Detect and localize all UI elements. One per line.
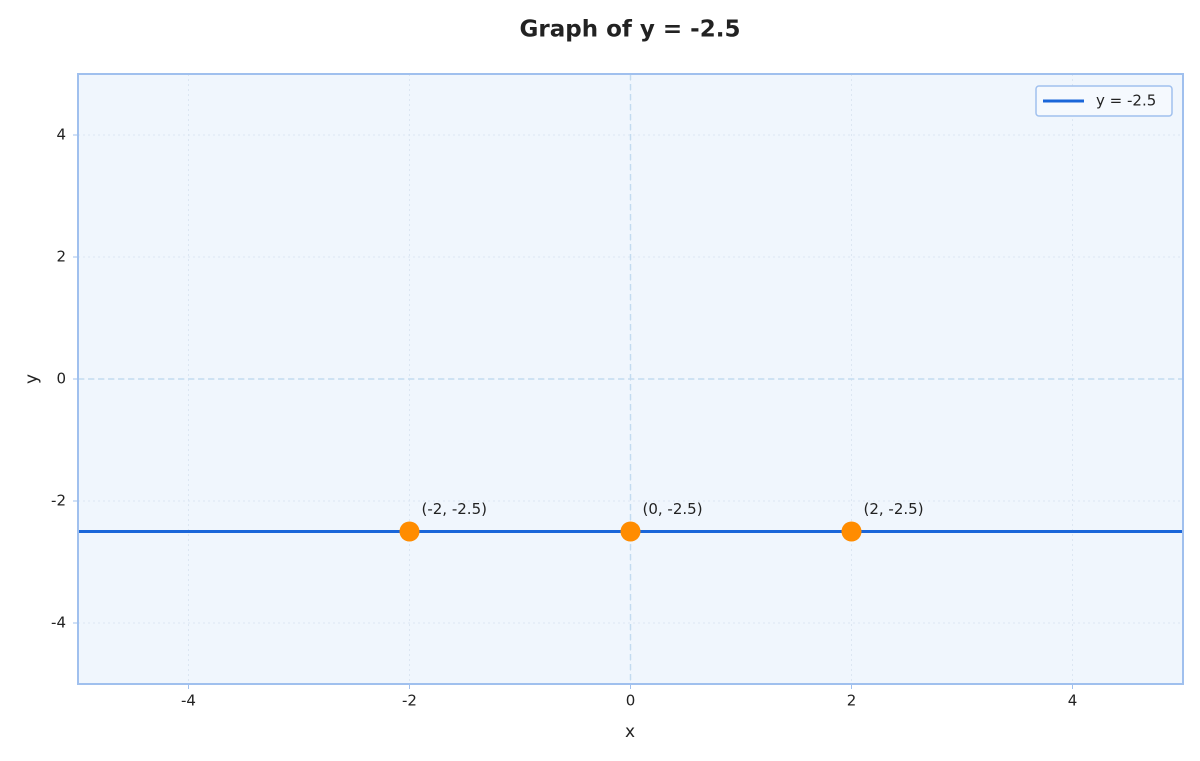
- point: [841, 521, 862, 542]
- chart-title: Graph of y = -2.5: [520, 17, 741, 43]
- x-tick-label: 2: [847, 692, 857, 710]
- legend-label: y = -2.5: [1096, 92, 1156, 110]
- point-label: (-2, -2.5): [422, 500, 487, 518]
- x-tick-label: -4: [181, 692, 196, 710]
- point: [620, 521, 641, 542]
- y-tick-label: 0: [56, 370, 66, 388]
- x-tick-label: -2: [402, 692, 417, 710]
- point-label: (0, -2.5): [643, 500, 703, 518]
- y-tick-label: -4: [51, 614, 66, 632]
- legend: y = -2.5: [1035, 85, 1173, 117]
- point-label: (2, -2.5): [864, 500, 924, 518]
- y-tick-label: 4: [56, 126, 66, 144]
- x-axis-label: x: [625, 722, 635, 742]
- x-tick-label: 4: [1068, 692, 1078, 710]
- legend-box: [1035, 85, 1173, 117]
- x-tick-label: 0: [626, 692, 636, 710]
- y-tick-label: 2: [56, 248, 66, 266]
- marks: [78, 521, 1183, 542]
- y-axis-label: y: [22, 374, 42, 384]
- point: [399, 521, 420, 542]
- grid: [78, 74, 1183, 684]
- y-tick-label: -2: [51, 492, 66, 510]
